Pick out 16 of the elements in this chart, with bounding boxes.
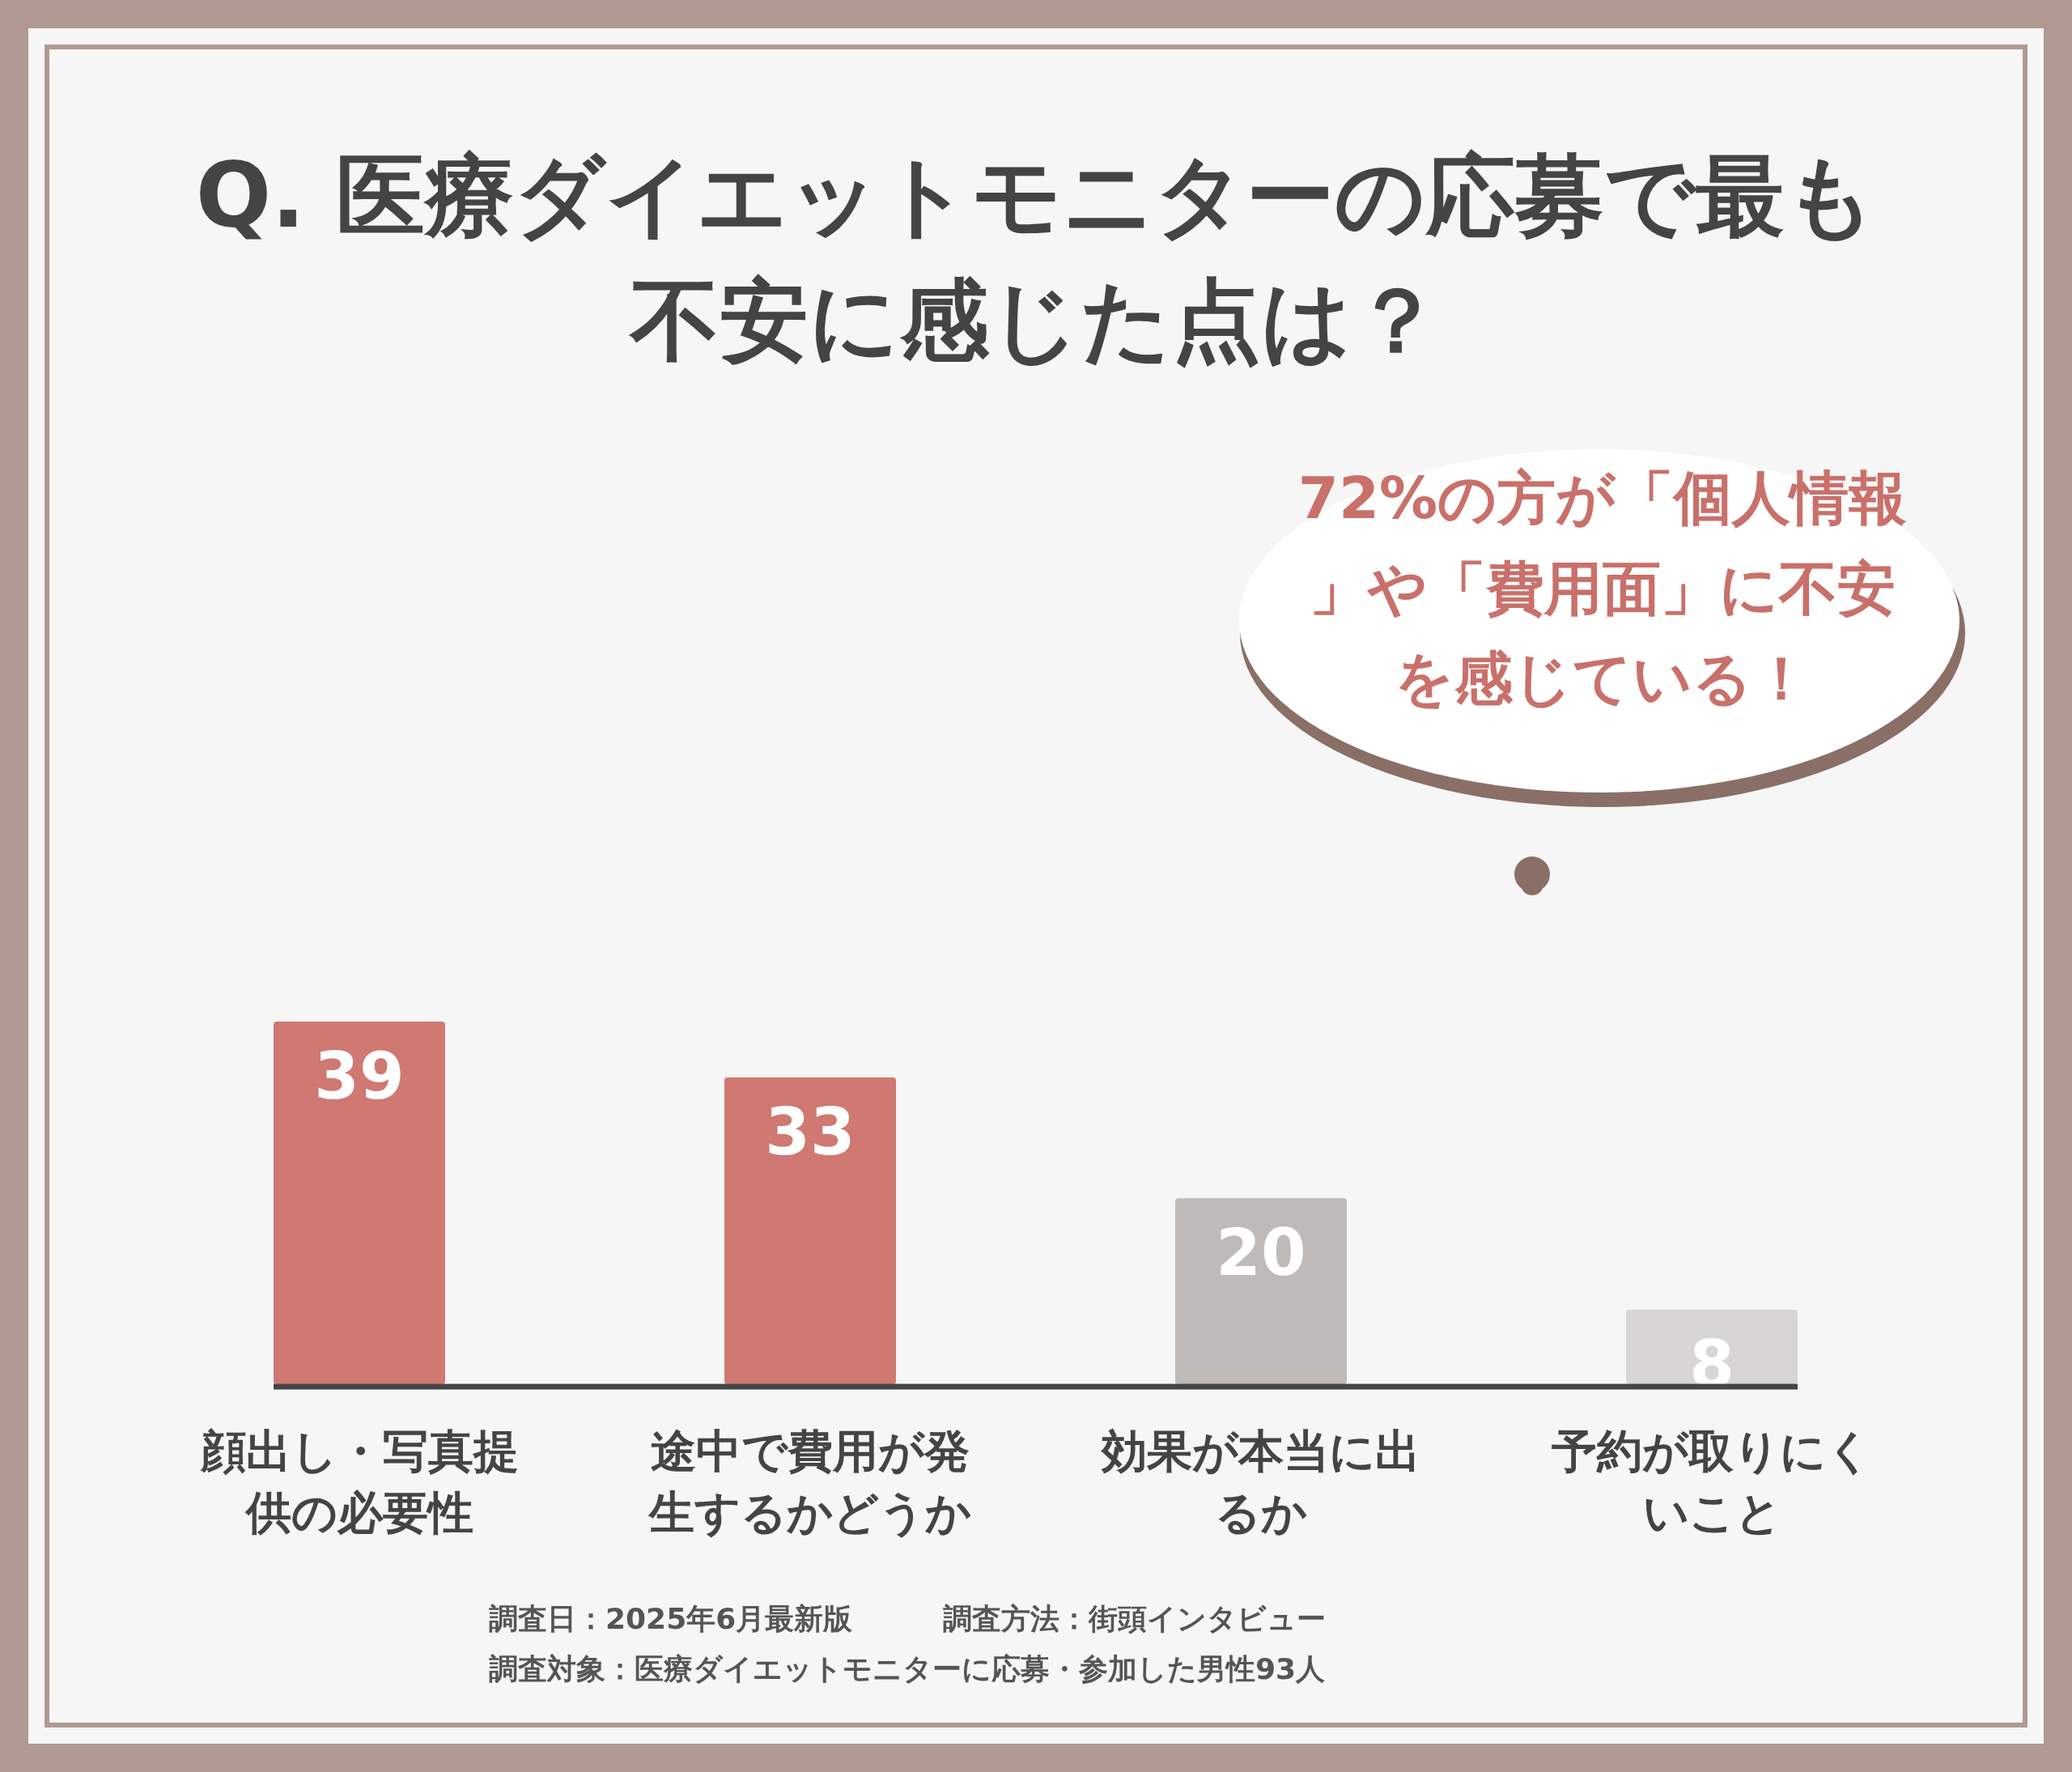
data-label: 39 [314, 1039, 405, 1114]
bar [274, 1022, 445, 1384]
bar [1626, 1310, 1798, 1384]
text: 72%の方が「個人情報」や「費用面」に不安を感じている！ [1297, 464, 1908, 713]
x-tick-label: 途中で費用が発生するかどうか [648, 1425, 971, 1539]
x-tick-label: 予約が取りにくいこと [1551, 1425, 1872, 1539]
data-label: 20 [1216, 1215, 1306, 1291]
chart-title: Q. 医療ダイエットモニターの応募で最も不安に感じた点は？ [195, 144, 1877, 372]
data-label: 33 [765, 1094, 856, 1170]
text: 調査日：2025年6月最新版 [489, 1602, 854, 1635]
text: 調査対象：医療ダイエットモニターに応募・参加した男性93人 [489, 1652, 1326, 1685]
bar [724, 1077, 896, 1384]
x-tick-label: 効果が本当に出るか [1100, 1425, 1420, 1539]
text: 調査方法：街頭インタビュー [943, 1602, 1326, 1635]
bar [1175, 1198, 1347, 1384]
x-tick-label: 顔出し・写真提供の必要性 [199, 1425, 519, 1539]
